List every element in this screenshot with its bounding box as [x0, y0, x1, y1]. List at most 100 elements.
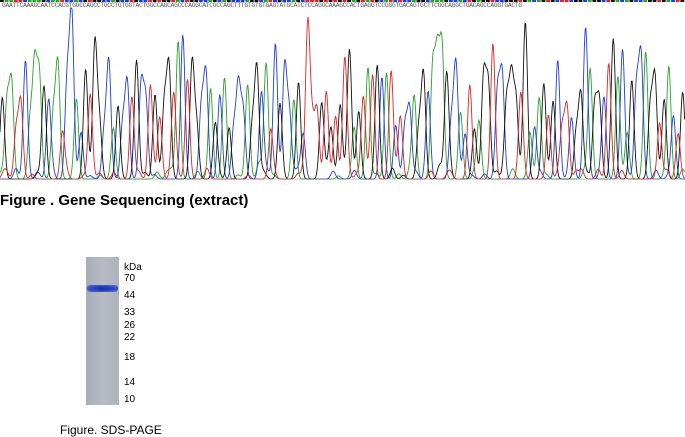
base-tick	[319, 0, 324, 2]
base-tick	[333, 0, 338, 2]
base-tick	[453, 0, 458, 2]
sequencing-caption: Figure . Gene Sequencing (extract)	[0, 192, 249, 209]
base-tick	[314, 0, 319, 2]
base-tick	[546, 0, 550, 2]
base-tick	[652, 0, 657, 2]
base-tick	[643, 0, 648, 2]
sequencing-chromatogram	[0, 0, 685, 180]
base-tick	[23, 0, 27, 2]
base-tick	[286, 0, 291, 2]
base-tick	[495, 0, 500, 2]
base-tick	[240, 0, 245, 2]
base-tick	[64, 0, 69, 2]
base-tick	[226, 0, 231, 2]
base-tick	[370, 0, 375, 2]
base-tick	[504, 0, 509, 2]
base-tick	[513, 0, 518, 2]
base-tick	[476, 0, 481, 2]
base-tick	[83, 0, 88, 2]
base-tick	[421, 0, 426, 2]
base-tick	[620, 0, 625, 2]
base-tick	[527, 0, 532, 2]
base-tick	[300, 0, 305, 2]
base-tick	[13, 0, 18, 2]
base-tick	[37, 0, 41, 2]
marker-unit: kDa	[124, 262, 142, 273]
base-tick	[194, 0, 199, 2]
base-tick	[46, 0, 51, 2]
base-tick	[50, 0, 55, 2]
base-tick	[55, 0, 60, 2]
base-call-ticks	[0, 0, 685, 2]
base-tick	[175, 0, 180, 2]
base-tick	[328, 0, 333, 2]
base-tick	[351, 0, 356, 2]
base-tick	[624, 0, 629, 2]
base-tick	[638, 0, 643, 2]
base-tick	[203, 0, 208, 2]
base-tick	[384, 0, 388, 2]
base-tick	[467, 0, 472, 2]
base-tick	[152, 0, 157, 2]
base-tick	[509, 0, 513, 2]
marker-label: 18	[124, 352, 136, 363]
base-tick	[106, 0, 111, 2]
base-tick	[180, 0, 185, 2]
marker-label: 26	[124, 320, 136, 331]
base-tick	[388, 0, 393, 2]
base-tick	[32, 0, 37, 2]
base-tick	[550, 0, 555, 2]
base-tick	[578, 0, 583, 2]
trace-G	[0, 22, 685, 180]
base-tick	[592, 0, 597, 2]
base-tick	[523, 0, 527, 2]
gel-lane	[86, 257, 119, 405]
base-tick	[208, 0, 213, 2]
base-tick	[296, 0, 301, 2]
base-tick	[323, 0, 328, 2]
marker-label: 33	[124, 307, 136, 318]
base-tick	[444, 0, 449, 2]
base-tick	[305, 0, 310, 2]
base-tick	[189, 0, 194, 2]
base-tick	[4, 0, 9, 2]
base-tick	[657, 0, 662, 2]
base-tick	[532, 0, 537, 2]
base-tick	[555, 0, 560, 2]
base-tick	[448, 0, 453, 2]
base-tick	[143, 0, 148, 2]
base-tick	[661, 0, 666, 2]
base-tick	[120, 0, 125, 2]
base-tick	[87, 0, 92, 2]
base-tick	[569, 0, 574, 2]
base-tick	[134, 0, 139, 2]
base-tick	[583, 0, 588, 2]
base-call-sequence: GAATTCAAAGCAATCCACGTGGCCAGCCTGCCTGTGGTAC…	[2, 2, 522, 9]
base-tick	[9, 0, 14, 2]
base-tick	[458, 0, 463, 2]
base-tick	[472, 0, 476, 2]
base-tick	[407, 0, 412, 2]
base-tick	[439, 0, 444, 2]
base-tick	[615, 0, 620, 2]
base-tick	[541, 0, 546, 2]
trace-T	[0, 16, 685, 180]
base-tick	[171, 0, 176, 2]
base-tick	[675, 0, 680, 2]
marker-label: 70	[124, 273, 136, 284]
base-tick	[398, 0, 402, 2]
base-tick	[634, 0, 638, 2]
base-tick	[374, 0, 379, 2]
base-tick	[27, 0, 32, 2]
base-tick	[573, 0, 578, 2]
base-tick	[587, 0, 592, 2]
base-tick	[647, 0, 652, 2]
base-tick	[254, 0, 259, 2]
base-tick	[268, 0, 273, 2]
base-tick	[606, 0, 611, 2]
base-tick	[291, 0, 296, 2]
base-tick	[337, 0, 342, 2]
base-tick	[236, 0, 240, 2]
base-tick	[365, 0, 370, 2]
base-tick	[560, 0, 564, 2]
